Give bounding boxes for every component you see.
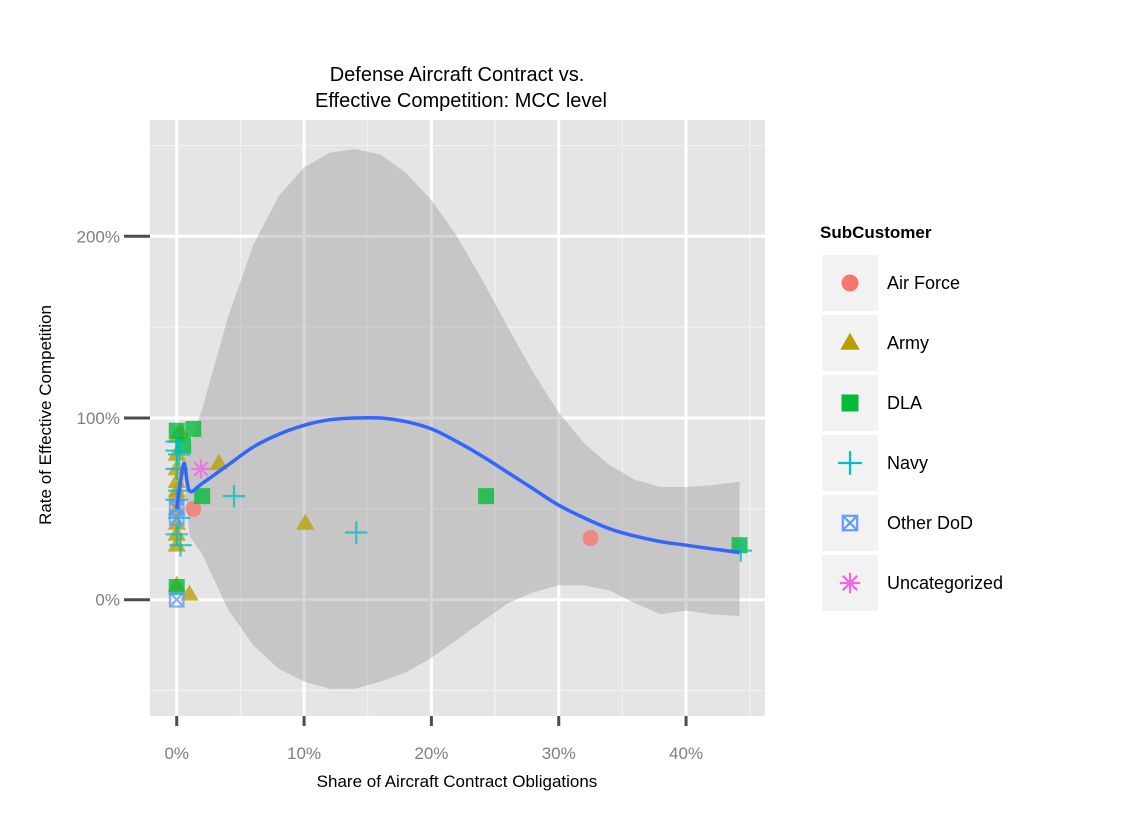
legend-label-uncategorized: Uncategorized bbox=[887, 573, 1003, 593]
y-tick-label: 100% bbox=[77, 409, 120, 428]
data-point-other-dod bbox=[168, 591, 185, 608]
chart-title-line-2: Effective Competition: MCC level bbox=[315, 90, 607, 112]
data-point-navy bbox=[165, 523, 188, 546]
legend-item-uncategorized: Uncategorized bbox=[822, 555, 1003, 611]
data-point-air-force bbox=[185, 500, 202, 517]
legend-symbol-army bbox=[840, 332, 860, 350]
data-point-army bbox=[296, 513, 315, 530]
data-point-dla bbox=[194, 488, 211, 505]
data-point-navy bbox=[169, 533, 192, 557]
x-tick-label: 20% bbox=[414, 744, 448, 763]
data-point-uncategorized bbox=[191, 459, 211, 479]
data-point-air-force bbox=[582, 529, 599, 546]
smooth-curve bbox=[174, 415, 740, 555]
y-axis-title: Rate of Effective Competition bbox=[36, 305, 55, 525]
legend-item-dla: DLA bbox=[822, 375, 922, 431]
chart-title-line-1: Defense Aircraft Contract vs. bbox=[330, 64, 585, 86]
data-point-navy bbox=[222, 484, 246, 508]
axes-layer: 0% 10% 20% 30% 40% 0% 100% 200% bbox=[77, 227, 704, 763]
legend-label-dla: DLA bbox=[887, 393, 922, 413]
legend-item-navy: Navy bbox=[822, 435, 928, 491]
y-tick-label: 0% bbox=[95, 591, 120, 610]
legend-symbol-air-force bbox=[841, 274, 859, 292]
legend-symbol-other-dod bbox=[841, 514, 859, 532]
legend-item-air-force: Air Force bbox=[822, 255, 960, 311]
legend-label-other-dod: Other DoD bbox=[887, 513, 973, 533]
legend-label-navy: Navy bbox=[887, 453, 928, 473]
legend-item-other-dod: Other DoD bbox=[822, 495, 973, 551]
x-axis-title: Share of Aircraft Contract Obligations bbox=[317, 772, 598, 791]
legend-item-army: Army bbox=[822, 315, 929, 371]
data-point-dla bbox=[185, 420, 202, 437]
legend: SubCustomer Air Force Army DLA Navy Other Do… bbox=[820, 223, 1003, 611]
confidence-band-layer bbox=[176, 149, 740, 689]
y-tick-label: 200% bbox=[77, 227, 120, 246]
smooth-curve-layer bbox=[174, 415, 740, 555]
data-point-dla bbox=[478, 488, 495, 505]
legend-label-army: Army bbox=[887, 333, 929, 353]
data-point-other-dod bbox=[168, 510, 185, 526]
data-point-navy bbox=[168, 443, 191, 466]
data-point-army bbox=[180, 584, 199, 601]
data-point-navy bbox=[345, 521, 368, 544]
legend-symbol-navy bbox=[838, 451, 862, 475]
confidence-band bbox=[176, 149, 740, 689]
legend-symbol-uncategorized bbox=[839, 572, 861, 594]
legend-title: SubCustomer bbox=[820, 223, 932, 242]
grid-lines bbox=[150, 120, 765, 716]
data-point-army bbox=[209, 453, 228, 470]
x-tick-label: 40% bbox=[669, 744, 703, 763]
data-point-dla bbox=[168, 578, 185, 595]
data-points-layer bbox=[165, 420, 753, 608]
x-tick-label: 30% bbox=[542, 744, 576, 763]
data-point-dla bbox=[731, 537, 748, 554]
legend-label-air-force: Air Force bbox=[887, 273, 960, 293]
x-tick-label: 0% bbox=[164, 744, 189, 763]
x-tick-label: 10% bbox=[287, 744, 321, 763]
legend-symbol-dla bbox=[841, 394, 859, 412]
